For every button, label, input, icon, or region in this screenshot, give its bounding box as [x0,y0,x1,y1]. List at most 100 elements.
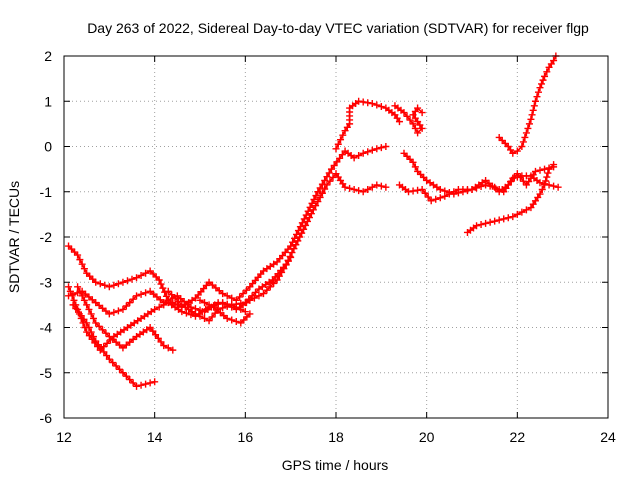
data-point [316,184,324,192]
x-tick-label: 12 [56,429,72,445]
data-point [95,322,103,330]
x-axis-label: GPS time / hours [282,457,389,473]
data-point [236,293,244,301]
data-point [550,57,558,65]
series-track-12 [463,161,558,236]
data-point [287,253,295,261]
data-point [133,292,141,300]
data-point [307,210,315,218]
data-point [250,294,258,302]
data-point [513,173,521,181]
data-point [382,143,390,150]
data-point [116,365,124,373]
data-point [323,181,331,189]
data-point [414,104,422,112]
data-point [373,145,381,153]
data-point [316,193,324,201]
data-point [339,131,347,139]
data-point [368,146,376,154]
data-point [305,214,313,222]
data-point [473,222,481,230]
data-point [89,314,97,322]
data-point [355,152,363,160]
data-point [377,144,385,152]
data-point [160,301,168,309]
data-point [334,140,342,148]
data-point [427,197,435,205]
data-point [92,319,100,327]
data-point [191,310,199,318]
data-point [377,103,385,111]
x-tick-label: 22 [510,429,526,445]
data-point [337,136,345,144]
data-point [500,215,508,223]
data-point [545,165,553,173]
data-point [96,280,104,288]
data-point [491,217,499,225]
series-track-6 [164,287,249,325]
data-point [74,251,82,259]
data-point [364,148,372,156]
data-point [327,165,335,173]
data-point [539,76,547,84]
data-point [252,288,260,296]
data-point [538,185,546,193]
data-point [223,292,231,300]
data-point [154,334,162,342]
data-point [395,118,403,126]
x-tick-label: 14 [147,429,163,445]
data-point [346,184,354,192]
data-point [270,279,278,287]
data-point [318,180,326,188]
data-point [80,315,88,323]
data-point [359,98,367,106]
data-point [242,286,250,294]
data-point [521,133,529,141]
data-point [151,378,159,386]
data-point [332,145,340,153]
data-point [418,109,426,117]
data-point [405,188,413,196]
data-point [278,268,286,276]
y-axis-label: SDTVAR / TECUs [6,181,22,293]
data-point [142,289,150,297]
data-point [78,260,86,268]
data-point [152,331,160,339]
data-point [302,221,310,229]
data-point [259,290,267,298]
data-point [541,72,549,80]
data-point [518,143,526,150]
data-point [228,294,236,302]
y-tick-label: 1 [44,93,52,109]
data-point [94,341,102,349]
data-point [263,286,271,294]
data-point [536,166,544,174]
data-point [509,149,517,157]
data-point [529,106,537,114]
data-point [110,281,118,289]
data-point [237,305,245,313]
data-point [205,317,213,325]
data-point [114,307,122,315]
data-point [109,359,117,367]
data-point [527,115,535,123]
data-point [114,280,122,288]
data-point [543,68,551,76]
data-point [151,305,159,313]
data-point [544,169,552,177]
data-point [68,292,76,300]
data-point [196,296,204,304]
data-point [137,381,145,389]
data-point [80,265,88,273]
data-point [77,312,85,320]
data-point [164,344,172,352]
data-point [72,304,80,312]
data-point [350,154,358,162]
data-point [338,151,346,159]
data-point [87,310,95,318]
data-point [155,276,163,284]
data-point [414,186,422,194]
data-point [411,124,419,132]
data-point [164,287,172,295]
data-point [321,185,329,193]
